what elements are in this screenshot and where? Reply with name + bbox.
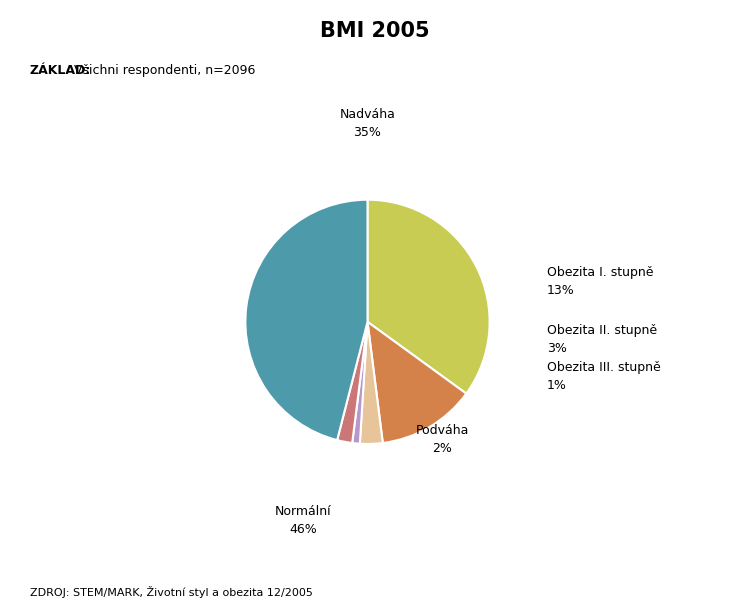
Text: Obezita I. stupně
13%: Obezita I. stupně 13% (547, 266, 653, 297)
Wedge shape (338, 322, 368, 443)
Text: BMI 2005: BMI 2005 (320, 21, 430, 42)
Text: ZDROJ: STEM/MARK, Životní styl a obezita 12/2005: ZDROJ: STEM/MARK, Životní styl a obezita… (30, 585, 313, 598)
Text: Nadváha
35%: Nadváha 35% (340, 108, 395, 139)
Text: ZÁKLAD:: ZÁKLAD: (30, 64, 92, 77)
Wedge shape (352, 322, 368, 444)
Text: Normální
46%: Normální 46% (274, 504, 332, 536)
Wedge shape (360, 322, 382, 444)
Text: Obezita II. stupně
3%: Obezita II. stupně 3% (547, 324, 657, 354)
Text: Všichni respondenti, n=2096: Všichni respondenti, n=2096 (70, 64, 256, 77)
Wedge shape (368, 200, 490, 394)
Text: Podváha
2%: Podváha 2% (416, 424, 469, 455)
Wedge shape (245, 200, 368, 440)
Wedge shape (368, 322, 466, 443)
Text: Obezita III. stupně
1%: Obezita III. stupně 1% (547, 361, 661, 392)
